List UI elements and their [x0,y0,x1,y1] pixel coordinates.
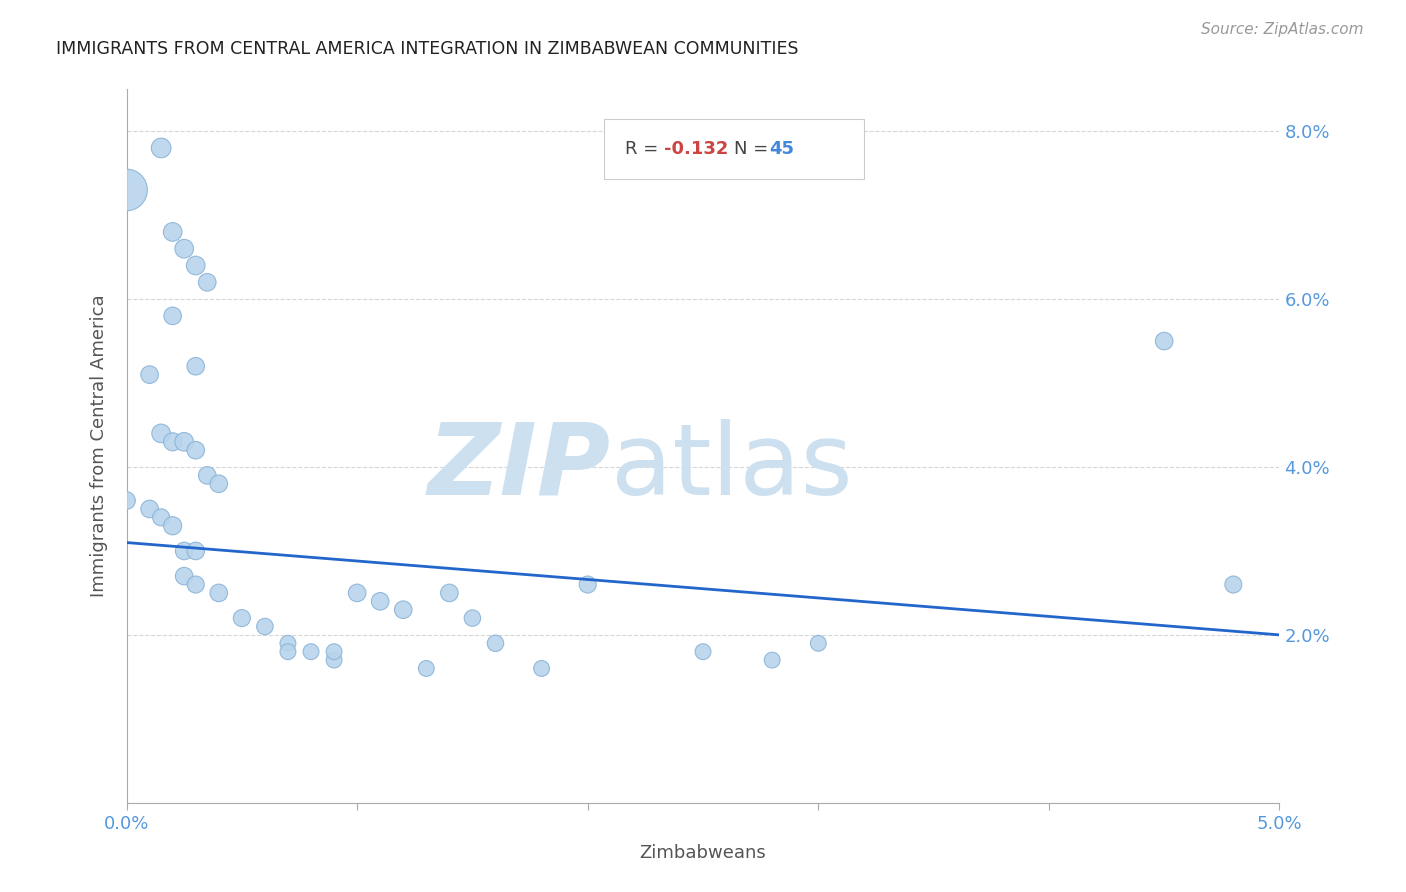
Point [692,645,714,659]
Point [138,368,160,382]
Text: ZIP: ZIP [427,419,610,516]
Point [461,611,484,625]
Point [277,645,299,659]
Y-axis label: Immigrants from Central America: Immigrants from Central America [90,294,108,598]
Point [761,653,783,667]
Point [150,426,173,441]
Point [173,242,195,256]
X-axis label: Zimbabweans: Zimbabweans [640,844,766,862]
Point [576,577,599,591]
Point [277,636,299,650]
Point [173,434,195,449]
Point [162,225,184,239]
Text: IMMIGRANTS FROM CENTRAL AMERICA INTEGRATION IN ZIMBABWEAN COMMUNITIES: IMMIGRANTS FROM CENTRAL AMERICA INTEGRAT… [56,40,799,58]
Text: -0.132: -0.132 [664,140,728,158]
Point [162,434,184,449]
Point [368,594,391,608]
Point [184,577,207,591]
Point [184,359,207,374]
Text: 45: 45 [769,140,794,158]
Point [484,636,506,650]
Point [162,518,184,533]
Point [173,544,195,558]
Point [530,661,553,675]
Point [138,502,160,516]
Point [208,476,231,491]
Text: Source: ZipAtlas.com: Source: ZipAtlas.com [1201,22,1364,37]
Point [323,645,346,659]
Text: N =: N = [734,140,775,158]
Point [150,510,173,524]
Point [299,645,322,659]
Text: R =: R = [624,140,664,158]
Point [173,569,195,583]
Point [184,544,207,558]
Point [162,309,184,323]
Point [115,183,138,197]
Point [807,636,830,650]
Point [195,468,218,483]
Point [1153,334,1175,348]
Point [346,586,368,600]
Point [253,619,276,633]
Point [1222,577,1244,591]
Point [439,586,461,600]
Point [184,259,207,273]
Point [195,275,218,289]
Point [115,493,138,508]
Point [150,141,173,155]
Text: atlas: atlas [610,419,852,516]
Point [323,653,346,667]
Point [392,603,415,617]
Point [415,661,437,675]
Point [231,611,253,625]
Point [184,443,207,458]
Point [208,586,231,600]
